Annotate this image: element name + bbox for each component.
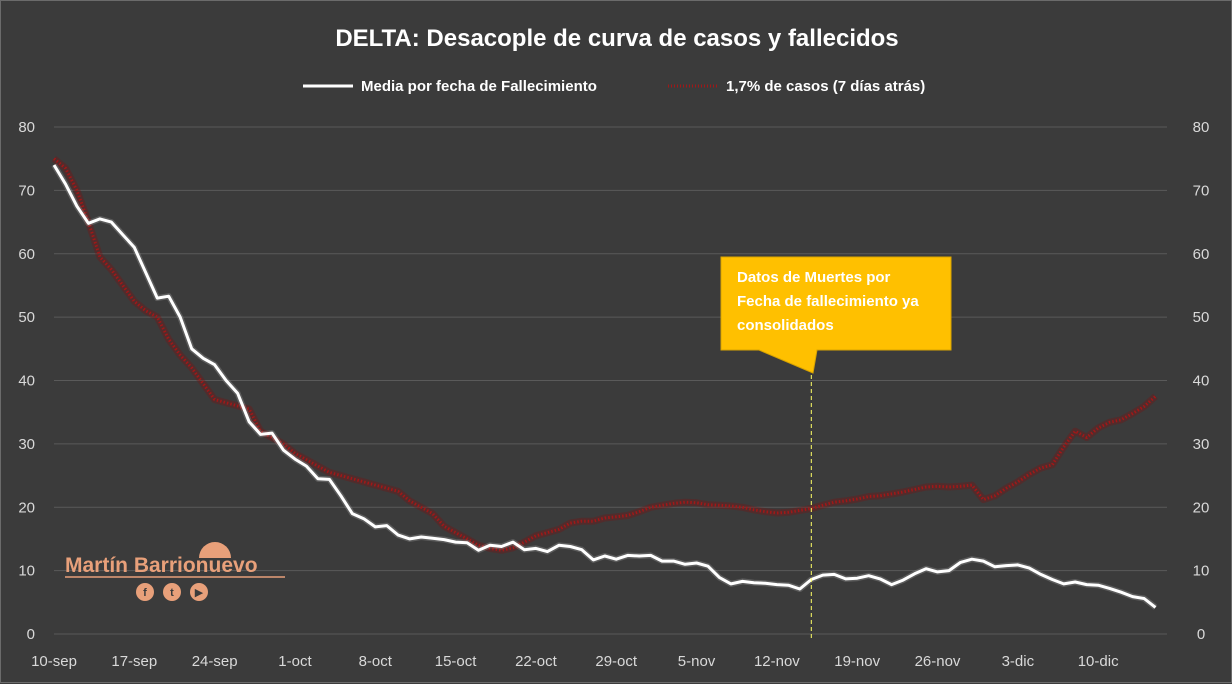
series-cases-glow: [51, 156, 1158, 554]
facebook-icon[interactable]: f: [136, 583, 154, 601]
brand-name: Martín Barrionuevo: [65, 554, 258, 577]
x-tick-24-sep: 24-sep: [192, 653, 238, 670]
y-tick-right-70: 70: [1193, 182, 1210, 199]
y-tick-left-30: 30: [18, 436, 35, 453]
annotation-callout: Datos de Muertes por Fecha de fallecimie…: [720, 256, 952, 641]
y-tick-left-0: 0: [27, 626, 35, 643]
x-tick-12-nov: 12-nov: [754, 653, 800, 670]
x-tick-17-sep: 17-sep: [111, 653, 157, 670]
svg-text:▶: ▶: [195, 587, 204, 599]
y-tick-right-10: 10: [1193, 563, 1210, 580]
x-axis: 10-sep 17-sep 24-sep 1-oct 8-oct 15-oct 22-oct…: [31, 653, 1119, 670]
x-tick-3-dic: 3-dic: [1002, 653, 1035, 670]
series-deaths-glow: [51, 163, 1158, 610]
y-tick-right-20: 20: [1193, 499, 1210, 516]
annotation-bubble: [720, 256, 952, 374]
y-tick-left-10: 10: [18, 563, 35, 580]
series-deaths-line: [52, 164, 1157, 609]
annotation-line-1: Datos de Muertes por: [737, 269, 891, 286]
y-tick-left-60: 60: [18, 246, 35, 263]
x-tick-10-sep: 10-sep: [31, 653, 77, 670]
x-tick-19-nov: 19-nov: [834, 653, 880, 670]
series-cases-line: [53, 157, 1157, 552]
legend: Media por fecha de Fallecimiento 1,7% de…: [303, 78, 925, 95]
y-axis-left: 0 10 20 30 40 50 60 70 80: [18, 119, 35, 643]
y-tick-right-0: 0: [1197, 626, 1205, 643]
y-tick-right-60: 60: [1193, 246, 1210, 263]
y-axis-right: 0 10 20 30 40 50 60 70 80: [1193, 119, 1210, 643]
y-tick-left-40: 40: [18, 373, 35, 390]
legend-label-deaths: Media por fecha de Fallecimiento: [361, 78, 597, 95]
annotation-line-2: Fecha de fallecimiento ya: [737, 293, 919, 310]
y-tick-left-50: 50: [18, 309, 35, 326]
youtube-icon[interactable]: ▶: [190, 583, 208, 601]
brand-logo: Martín Barrionuevo f t ▶: [65, 542, 285, 601]
x-tick-26-nov: 26-nov: [915, 653, 961, 670]
y-tick-left-70: 70: [18, 182, 35, 199]
x-tick-15-oct: 15-oct: [435, 653, 478, 670]
x-tick-5-nov: 5-nov: [678, 653, 716, 670]
x-tick-22-oct: 22-oct: [515, 653, 558, 670]
y-tick-left-20: 20: [18, 499, 35, 516]
x-tick-8-oct: 8-oct: [359, 653, 393, 670]
grid: [54, 126, 1167, 635]
legend-label-cases: 1,7% de casos (7 días atrás): [726, 78, 925, 95]
y-tick-right-30: 30: [1193, 436, 1210, 453]
y-tick-right-40: 40: [1193, 373, 1210, 390]
y-tick-right-80: 80: [1193, 119, 1210, 136]
y-tick-right-50: 50: [1193, 309, 1210, 326]
series-layer: [51, 156, 1158, 610]
x-tick-10-dic: 10-dic: [1078, 653, 1119, 670]
annotation-line-3: consolidados: [737, 317, 834, 334]
svg-text:t: t: [170, 587, 174, 599]
brand-sun-icon: [199, 542, 231, 558]
svg-text:f: f: [143, 587, 147, 599]
x-tick-1-oct: 1-oct: [278, 653, 312, 670]
y-tick-left-80: 80: [18, 119, 35, 136]
x-tick-29-oct: 29-oct: [595, 653, 638, 670]
twitter-icon[interactable]: t: [163, 583, 181, 601]
chart-title: DELTA: Desacople de curva de casos y fal…: [335, 25, 898, 52]
